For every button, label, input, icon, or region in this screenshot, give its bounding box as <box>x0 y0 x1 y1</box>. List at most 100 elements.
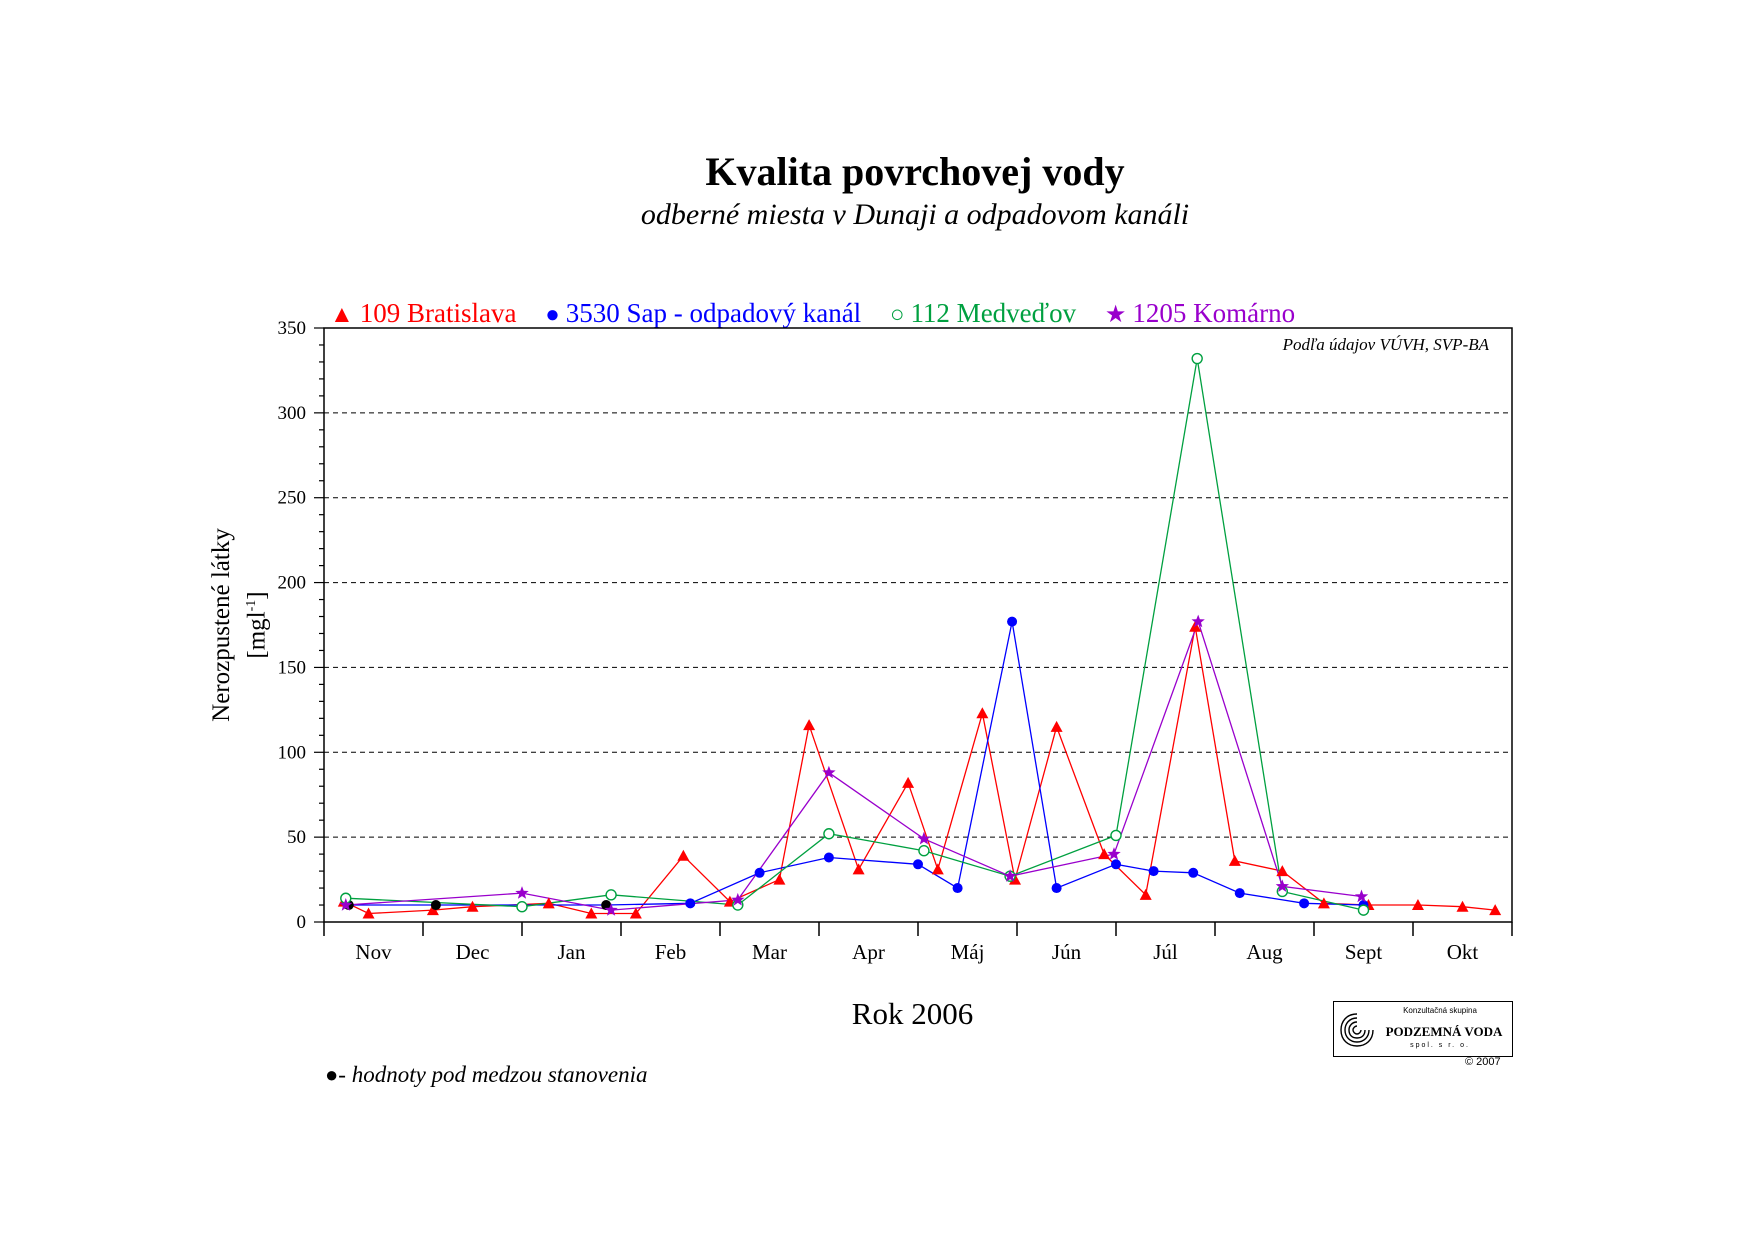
x-tick-label: Feb <box>655 940 687 964</box>
y-tick-label: 350 <box>278 318 307 339</box>
x-tick-label: Nov <box>355 940 392 964</box>
legend-label: 109 Bratislava <box>359 298 517 328</box>
legend-label: 112 Medveďov <box>910 298 1077 328</box>
copyright: © 2007 <box>1465 1056 1501 1068</box>
open-circle-icon: ○ <box>889 302 905 328</box>
data-point-circle <box>1148 866 1159 877</box>
data-point-circle <box>1299 898 1310 909</box>
y-tick-label: 100 <box>278 742 307 763</box>
x-tick-label: Sept <box>1345 940 1383 964</box>
data-point-triangle <box>902 776 915 788</box>
filled-circle-icon: ● <box>325 1062 339 1087</box>
series-line <box>343 626 1496 915</box>
data-point-star <box>1275 879 1289 892</box>
chart-subtitle: odberné miesta v Dunaji a odpadovom kaná… <box>640 198 1190 231</box>
footnote-text: - hodnoty pod medzou stanovenia <box>338 1062 648 1087</box>
data-point-triangle <box>1009 873 1022 885</box>
data-point-circle <box>1051 883 1062 894</box>
data-point-star <box>1354 889 1369 903</box>
data-point-triangle <box>1489 904 1502 916</box>
data-point-circle <box>1111 859 1121 870</box>
data-point-triangle <box>426 904 439 916</box>
x-tick-label: Máj <box>951 940 985 964</box>
chart-title: Kvalita povrchovej vody <box>705 149 1125 194</box>
x-tick-label: Dec <box>456 940 490 964</box>
logo-line3: spol. s r. o. <box>1410 1042 1470 1049</box>
series-line <box>345 619 1362 911</box>
star-icon: ★ <box>1104 302 1127 328</box>
fingerprint-logo-icon <box>1340 1013 1374 1047</box>
data-point-triangle <box>362 907 375 919</box>
data-point-triangle <box>1098 848 1111 860</box>
data-point-triangle <box>629 907 642 919</box>
legend-item-komarno: ★ 1205 Komárno <box>1105 298 1295 328</box>
data-point-triangle <box>1228 854 1241 866</box>
data-point-triangle <box>1276 865 1289 877</box>
x-tick-label: Jún <box>1052 940 1082 964</box>
x-tick-label: Jan <box>558 940 586 964</box>
data-point-open-circle <box>1357 904 1370 916</box>
y-tick-label: 0 <box>297 912 307 933</box>
data-point-triangle <box>852 863 865 875</box>
plot-frame <box>323 327 1513 923</box>
x-tick-label: Júl <box>1153 940 1178 964</box>
data-point-circle <box>685 898 696 909</box>
filled-circle-icon: ● <box>545 302 560 328</box>
data-point-circle <box>1234 888 1245 899</box>
data-point-star <box>515 886 529 899</box>
data-point-triangle <box>773 873 786 885</box>
data-point-open-circle <box>516 901 528 913</box>
data-point-circle <box>952 883 963 894</box>
data-point-star <box>1003 869 1017 882</box>
data-point-triangle <box>1050 720 1063 732</box>
data-point-triangle <box>677 849 690 861</box>
logo-line1: Konzultačná skupina <box>1403 1006 1477 1015</box>
data-point-circle <box>1007 616 1018 627</box>
data-point-open-circle <box>918 845 930 857</box>
data-point-star <box>731 892 745 906</box>
data-point-triangle <box>1317 897 1330 909</box>
y-tick-label: 150 <box>278 657 307 678</box>
data-point-open-circle <box>605 889 617 901</box>
x-tick-label: Okt <box>1447 940 1479 964</box>
x-tick-label: Aug <box>1246 940 1283 964</box>
x-axis-title: Rok 2006 <box>851 996 974 1031</box>
data-point-triangle <box>1456 900 1469 912</box>
series-line <box>345 358 1364 911</box>
data-point-circle <box>913 859 923 870</box>
y-tick-label: 300 <box>278 403 307 424</box>
data-point-star <box>604 903 618 916</box>
data-point-below-detection <box>601 900 612 911</box>
legend-label: 1205 Komárno <box>1132 298 1296 328</box>
y-tick-label: 250 <box>278 488 307 509</box>
data-point-star <box>1107 847 1121 860</box>
data-point-triangle <box>803 719 816 731</box>
legend-label: 3530 Sap - odpadový kanál <box>565 298 862 328</box>
legend-item-sap: ● 3530 Sap - odpadový kanál <box>545 298 868 328</box>
data-point-triangle <box>1411 899 1424 911</box>
data-point-triangle <box>466 900 479 912</box>
y-tick-label: 50 <box>287 827 306 848</box>
source-note: Podľa údajov VÚVH, SVP-BA <box>1282 335 1489 354</box>
data-point-circle <box>823 852 834 863</box>
triangle-icon: ▲ <box>330 302 354 328</box>
data-point-open-circle <box>823 828 835 840</box>
data-point-below-detection <box>430 900 441 911</box>
company-logo: Konzultačná skupina PODZEMNÁ VODA spol. … <box>1333 1001 1513 1057</box>
legend: ▲ 109 Bratislava ● 3530 Sap - odpadový kan… <box>330 298 1317 329</box>
legend-item-bratislava: ▲ 109 Bratislava <box>330 298 523 328</box>
data-point-star <box>1191 614 1205 628</box>
data-point-star <box>917 831 931 845</box>
data-point-triangle <box>542 897 555 909</box>
x-tick-label: Mar <box>752 940 787 964</box>
data-point-circle <box>1188 867 1199 878</box>
logo-line2: PODZEMNÁ VODA <box>1385 1024 1503 1039</box>
data-point-star <box>822 765 836 779</box>
data-point-circle <box>754 867 765 878</box>
series-line <box>348 621 1364 906</box>
legend-item-medvedov: ○ 112 Medveďov <box>890 298 1083 328</box>
data-point-triangle <box>585 907 598 919</box>
y-tick-label: 200 <box>278 573 307 594</box>
data-point-triangle <box>931 863 944 875</box>
